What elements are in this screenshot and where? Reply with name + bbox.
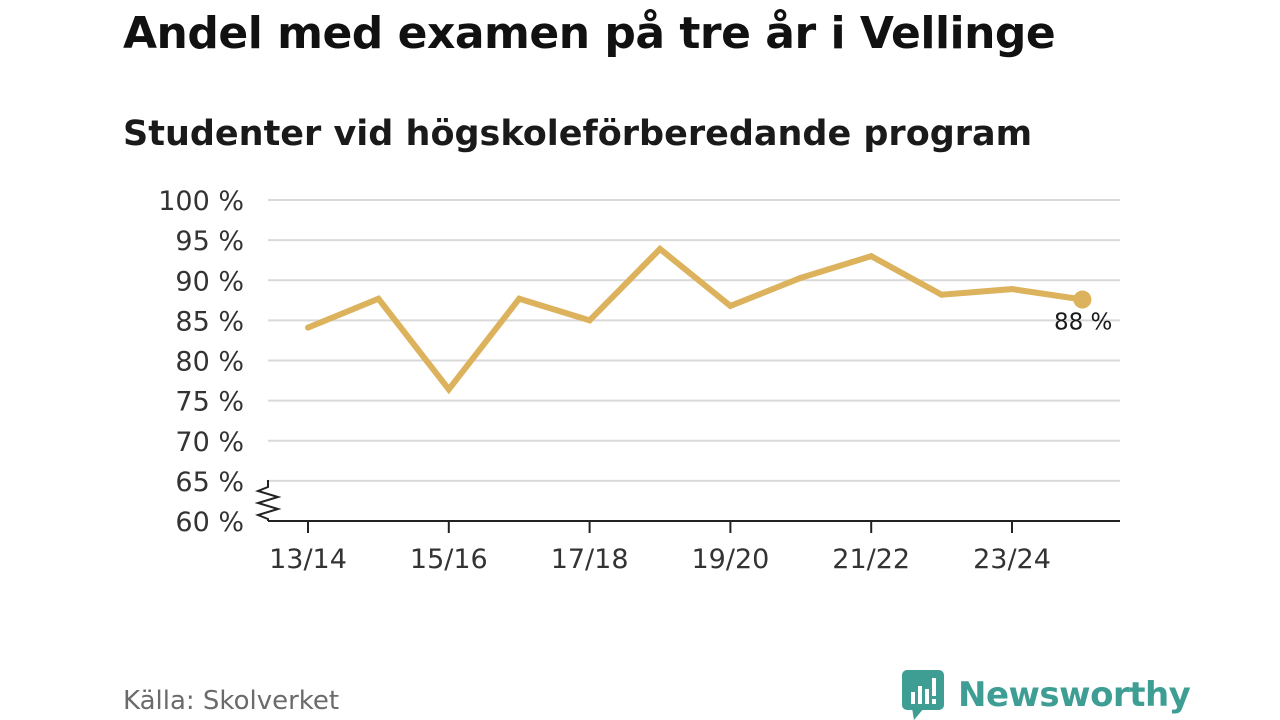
data-point — [1009, 286, 1015, 293]
gridlines — [268, 199, 1120, 482]
x-tick-label: 23/24 — [973, 544, 1051, 575]
x-tick-label: 19/20 — [691, 544, 769, 575]
data-point — [657, 245, 663, 252]
data-point — [516, 295, 523, 302]
data-point — [586, 317, 593, 324]
data-point — [868, 253, 875, 260]
chart-title: Andel med examen på tre år i Vellinge — [123, 8, 1056, 59]
series — [305, 244, 1092, 395]
source-note: Källa: Skolverket — [123, 686, 340, 716]
labels: 60 % 65 % 70 % 75 % 80 % 85 % 90 % 95 % 100 % 13/… — [158, 186, 1112, 575]
axis-break-icon — [254, 480, 282, 521]
data-point — [727, 302, 734, 309]
end-point-marker — [1073, 290, 1092, 309]
data-point — [938, 291, 945, 298]
y-tick-label: 75 % — [175, 387, 244, 418]
axes — [254, 480, 1120, 533]
y-tick-label: 85 % — [175, 306, 244, 337]
data-point — [445, 386, 452, 393]
y-tick-label: 95 % — [175, 226, 244, 257]
bar-chart-bubble-icon — [902, 670, 944, 720]
x-tick-label: 17/18 — [551, 544, 629, 575]
x-tick-label: 15/16 — [410, 544, 488, 575]
x-tick-label: 21/22 — [832, 544, 910, 575]
y-tick-label: 100 % — [158, 186, 244, 217]
y-tick-label: 60 % — [175, 507, 244, 538]
brand-name: Newsworthy — [958, 675, 1191, 715]
y-tick-label: 70 % — [175, 427, 244, 458]
brand-logo: Newsworthy — [902, 670, 1191, 720]
y-tick-label: 90 % — [175, 266, 244, 297]
end-value-label: 88 % — [1054, 310, 1112, 336]
data-point — [375, 295, 382, 302]
y-tick-label: 80 % — [175, 347, 244, 378]
data-point — [305, 324, 311, 331]
x-tick-label: 13/14 — [269, 544, 347, 575]
y-tick-label: 65 % — [175, 467, 244, 498]
chart-subtitle: Studenter vid högskoleförberedande progr… — [123, 114, 1033, 154]
data-point — [797, 274, 804, 281]
series-line — [306, 244, 1083, 395]
